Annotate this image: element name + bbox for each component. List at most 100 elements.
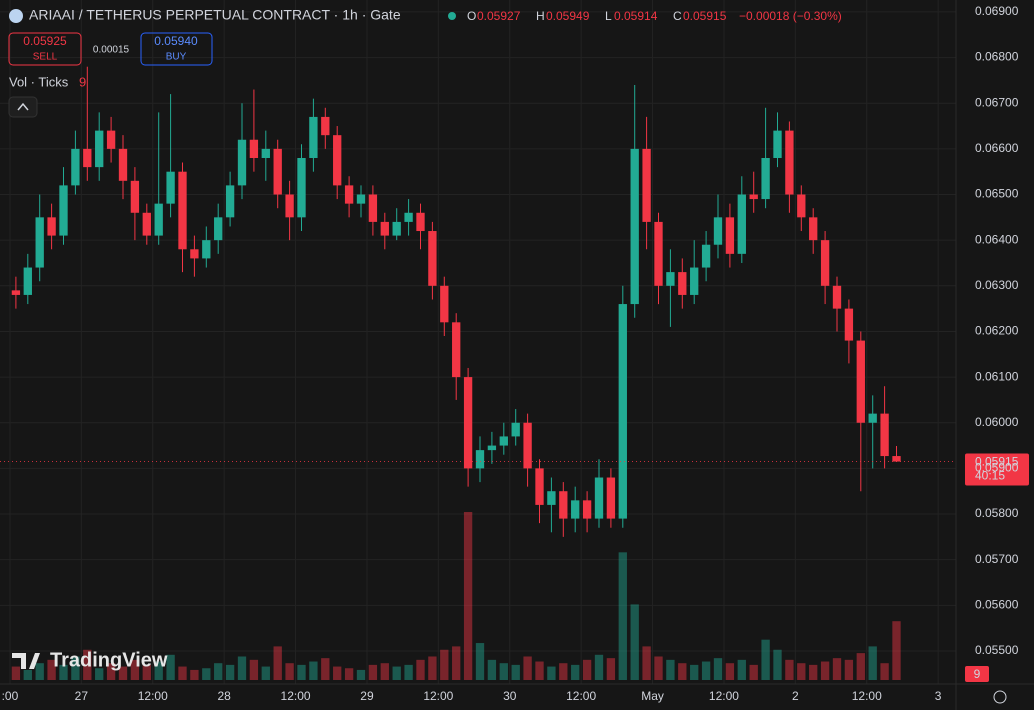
volume-bar <box>23 669 32 680</box>
y-tick-label: 0.06300 <box>975 278 1019 292</box>
volume-tag <box>965 666 989 682</box>
volume-bar <box>35 663 44 680</box>
candle-body <box>868 413 877 423</box>
candle-body <box>333 135 342 186</box>
change: −0.00018 (−0.30%) <box>739 9 842 23</box>
ohlc-value: 0.05914 <box>614 9 658 23</box>
ohlc-value: 0.05927 <box>477 9 521 23</box>
candle-body <box>844 308 854 341</box>
candle-body <box>630 148 639 305</box>
candle-body <box>130 180 140 213</box>
volume-bar <box>428 656 437 680</box>
volume-bar <box>797 663 806 680</box>
brand: TradingView <box>50 649 168 671</box>
volume-bar <box>333 666 342 680</box>
candle-body <box>225 185 235 218</box>
candle-body <box>71 148 80 186</box>
collapse-icon <box>17 102 29 111</box>
sell-button[interactable] <box>8 32 82 66</box>
candle-layer <box>11 66 901 537</box>
volume-bar <box>535 661 544 680</box>
candle-body <box>368 194 378 222</box>
symbol-title: ARIAAI / TETHERUS PERPETUAL CONTRACT · 1… <box>29 7 401 23</box>
volume-bar <box>809 664 818 680</box>
candle-body <box>23 267 32 295</box>
x-tick-label: 12:00 <box>423 689 453 703</box>
volume-bar <box>285 663 294 680</box>
candle-body <box>797 194 806 218</box>
volume-bar <box>273 646 282 680</box>
buy-label: BUY <box>166 52 187 63</box>
candle-body <box>321 116 330 136</box>
x-tick-label: 29 <box>360 689 374 703</box>
volume-bar <box>499 663 508 680</box>
candle-body <box>249 139 259 158</box>
candle-body <box>785 130 794 195</box>
volume-bar <box>202 668 211 680</box>
candle-body <box>166 171 175 204</box>
candle-body <box>737 194 746 254</box>
volume-bar <box>368 664 378 680</box>
candle-body <box>154 203 163 236</box>
volume-bar <box>856 653 865 680</box>
candle-body <box>761 157 770 200</box>
x-tick-label: May <box>641 689 664 703</box>
volume-bar <box>106 663 116 680</box>
volume-bar <box>344 668 354 680</box>
status-dot <box>448 12 456 20</box>
y-tick-label: 0.05500 <box>975 643 1019 657</box>
volume-bar <box>321 658 330 680</box>
candle-body <box>809 217 818 241</box>
volume-bar <box>511 664 520 680</box>
candle-body <box>463 377 473 469</box>
candle-body <box>142 212 151 236</box>
ohlc-value: 0.05949 <box>546 9 590 23</box>
candle-body <box>47 217 56 236</box>
x-tick-label: 28 <box>217 689 231 703</box>
volume-bar <box>618 552 627 680</box>
volume-bar <box>178 666 187 680</box>
x-tick-label: 12:00 <box>138 689 168 703</box>
candle-body <box>273 148 282 195</box>
candle-body <box>892 456 901 462</box>
volume-bar <box>785 659 794 680</box>
x-tick-label: 3 <box>935 689 942 703</box>
buy-button[interactable] <box>140 32 213 66</box>
x-tick-label: 12:00 <box>566 689 596 703</box>
last-price-tag <box>965 453 1029 486</box>
candle-body <box>285 194 294 218</box>
candle-body <box>499 436 508 446</box>
volume-bar <box>606 658 616 680</box>
volume-bar <box>404 664 413 680</box>
collapse-button[interactable] <box>8 96 38 118</box>
buy-price: 0.05940 <box>154 34 198 48</box>
volume-bar <box>820 661 830 680</box>
volume-bar <box>666 659 675 680</box>
volume-bar <box>690 664 699 680</box>
settings-icon[interactable] <box>993 690 1007 704</box>
candle-body <box>475 450 485 469</box>
volume-bar <box>594 654 604 680</box>
volume-bar <box>297 664 306 680</box>
volume-bar <box>844 659 854 680</box>
y-tick-label: 0.06000 <box>975 415 1019 429</box>
ohlc-value: 0.05915 <box>683 9 727 23</box>
volume-bar <box>701 661 711 680</box>
volume-legend: Vol · Ticks <box>9 74 69 89</box>
candle-body <box>487 445 497 451</box>
volume-bar <box>392 666 401 680</box>
y-tick-label: 0.05900 <box>975 461 1019 475</box>
volume-bar <box>59 664 68 680</box>
volume-bar <box>237 656 247 680</box>
candle-body <box>237 139 247 186</box>
candle-body <box>511 422 520 437</box>
volume-layer <box>11 512 901 680</box>
volume-bar <box>356 669 366 680</box>
y-tick-label: 0.06800 <box>975 50 1019 64</box>
candle-body <box>535 468 544 505</box>
candle-body <box>178 171 187 250</box>
y-tick-label: 0.05600 <box>975 597 1019 611</box>
volume-bar <box>880 663 889 680</box>
grid <box>0 0 956 684</box>
last-price-label: 0.05915 <box>975 455 1019 469</box>
